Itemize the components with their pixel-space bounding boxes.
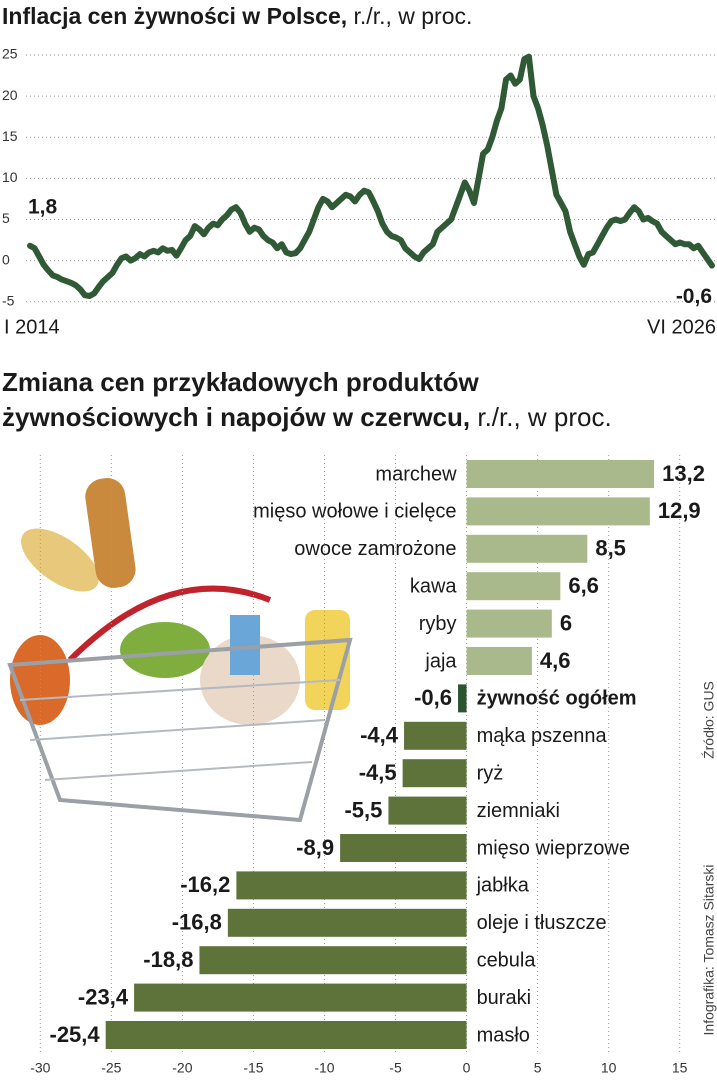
category-label: masło [477, 1024, 530, 1046]
x-tick-label: -15 [243, 1060, 263, 1076]
y-tick-label: 5 [2, 210, 10, 226]
title-unit: r./r., w proc. [477, 402, 611, 432]
bar [388, 796, 467, 825]
value-label: -0,6 [414, 685, 452, 710]
basket-illustration [7, 478, 353, 823]
value-label: 1,8 [28, 195, 58, 218]
value-label: -23,4 [78, 984, 129, 1009]
bar [466, 534, 588, 563]
bar [466, 497, 650, 526]
title-unit: r./r., w proc. [354, 3, 473, 29]
bar [199, 946, 467, 975]
bar [458, 684, 467, 713]
bar [466, 647, 532, 675]
category-label: jaja [424, 650, 457, 672]
x-tick-label: I 2014 [4, 316, 60, 338]
x-tick-label: 5 [534, 1060, 542, 1076]
bar-chart-title: Zmiana cen przykładowych produktów [2, 367, 480, 397]
bar [105, 1021, 467, 1049]
value-label: -0,6 [676, 285, 712, 308]
x-tick-label: -25 [101, 1060, 121, 1076]
x-tick-label: 15 [672, 1060, 688, 1076]
category-label: cebula [477, 949, 537, 971]
y-tick-label: 20 [2, 87, 18, 103]
value-label: -5,5 [344, 797, 382, 822]
value-label: -25,4 [50, 1022, 101, 1047]
x-tick-label: 10 [601, 1060, 617, 1076]
category-label: żywność ogółem [477, 688, 637, 710]
category-label: mąka pszenna [477, 725, 608, 747]
category-label: jabłka [476, 875, 530, 897]
bar [227, 908, 467, 937]
category-label: mięso wołowe i cielęce [253, 501, 456, 523]
y-tick-label: 25 [2, 46, 18, 62]
category-label: oleje i tłuszcze [477, 912, 607, 934]
source: Źródło: GUS [701, 681, 717, 759]
y-tick-label: 10 [2, 169, 18, 185]
category-label: ryby [419, 613, 457, 635]
category-label: buraki [477, 987, 531, 1009]
value-label: -4,5 [359, 760, 397, 785]
category-label: mięso wieprzowe [477, 837, 630, 859]
value-label: -18,8 [143, 947, 193, 972]
value-label: -16,2 [180, 872, 230, 897]
x-tick-label: -10 [314, 1060, 334, 1076]
title-text: Inflacja cen żywności w Polsce, [2, 3, 347, 29]
line-chart-title: Inflacja cen żywności w Polsce, r./r., w… [2, 3, 472, 29]
credit: Infografika: Tomasz Sitarski [701, 865, 717, 1036]
value-label: 4,6 [540, 648, 571, 673]
x-tick-label: -5 [389, 1060, 402, 1076]
category-label: marchew [375, 463, 457, 485]
line [27, 53, 715, 299]
y-tick-label: -5 [2, 292, 15, 308]
value-label: 13,2 [662, 461, 705, 486]
y-tick-label: 15 [2, 128, 18, 144]
value-label: -4,4 [360, 723, 399, 748]
x-tick-label: VI 2026 [647, 316, 716, 338]
bar [466, 460, 655, 488]
value-label: 8,5 [595, 536, 626, 561]
bar [134, 983, 467, 1012]
value-label: -8,9 [296, 835, 334, 860]
value-label: -16,8 [172, 910, 222, 935]
bar [404, 721, 467, 750]
category-label: ryż [477, 762, 504, 784]
y-tick-label: 0 [2, 251, 10, 267]
bar [466, 609, 552, 638]
value-label: 6,6 [568, 573, 599, 598]
value-label: 12,9 [658, 498, 701, 523]
x-tick-label: -30 [30, 1060, 50, 1076]
x-tick-label: -20 [172, 1060, 192, 1076]
category-label: owoce zamrożone [294, 538, 456, 560]
bar [340, 834, 467, 862]
bar-chart-title: żywnościowych i napojów w czerwcu, r./r.… [2, 402, 612, 432]
category-label: ziemniaki [477, 800, 560, 822]
bar [466, 572, 561, 601]
category-label: kawa [410, 575, 458, 597]
x-tick-label: 0 [463, 1060, 471, 1076]
value-label: 6 [560, 610, 572, 635]
bar [402, 759, 467, 788]
title-text: żywnościowych i napojów w czerwcu, [2, 402, 470, 432]
bar [236, 871, 467, 900]
